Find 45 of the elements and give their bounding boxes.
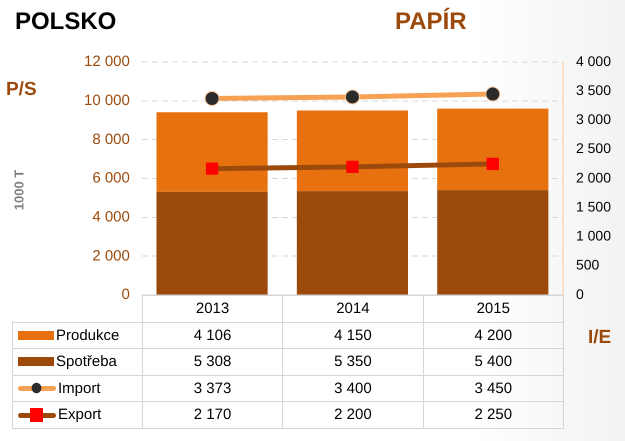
- y2-tick-label: 4 000: [576, 52, 612, 69]
- x-tick-label: 2014: [282, 295, 424, 322]
- text: P/S: [6, 79, 37, 101]
- y-tick-label: 0: [122, 286, 130, 304]
- bar: [296, 191, 408, 294]
- bar: [437, 190, 548, 294]
- bar: [156, 112, 268, 192]
- chart-subtitle: POLSKO: [15, 8, 116, 36]
- data-label: 4 200: [422, 322, 564, 349]
- y-tick-label: 2 000: [92, 247, 130, 264]
- y2-tick-label: 500: [576, 256, 600, 273]
- y2-axis-title: I/E: [588, 327, 612, 349]
- data-label: 5 308: [142, 348, 284, 376]
- y-tick-label: 6 000: [92, 170, 130, 187]
- y-tick-label: 8 000: [92, 130, 130, 148]
- y2-tick-label: 3 000: [576, 111, 612, 128]
- y-axis-title: 1000 T: [12, 170, 26, 210]
- y2-tick-label: 1 000: [576, 228, 612, 244]
- data-label: 2 200: [282, 401, 424, 428]
- legend-label: Import: [58, 380, 101, 397]
- data-label: 2 250: [422, 401, 564, 428]
- x-tick-label: 2013: [142, 295, 284, 322]
- data-label: 3 373: [142, 374, 284, 402]
- y-tick-label: 12 000: [84, 53, 130, 70]
- legend-label: Produkce: [56, 326, 120, 344]
- y-tick-label: 4 000: [92, 208, 130, 226]
- y-tick-label: 10 000: [84, 92, 130, 109]
- y2-tick-label: 2 000: [576, 169, 612, 186]
- data-label: 5 350: [282, 348, 424, 376]
- y2-tick-label: 0: [576, 286, 584, 302]
- data-label: 3 450: [422, 374, 564, 402]
- bar: [437, 108, 548, 190]
- data-label: 3 400: [282, 374, 424, 402]
- data-label: 5 400: [422, 348, 564, 376]
- x-tick-label: 2015: [422, 295, 564, 322]
- legend-label: Export: [58, 406, 102, 424]
- data-label: 2 170: [142, 401, 284, 428]
- data-label: 4 150: [282, 322, 424, 349]
- data-label: 4 106: [142, 322, 284, 349]
- chart-title: PAPÍR: [395, 8, 467, 36]
- y2-tick-label: 2 500: [576, 140, 612, 156]
- legend-label: Spotřeba: [56, 353, 117, 370]
- y2-tick-label: 3 500: [576, 82, 612, 98]
- y2-tick-label: 1 500: [576, 198, 612, 214]
- bar: [156, 192, 268, 294]
